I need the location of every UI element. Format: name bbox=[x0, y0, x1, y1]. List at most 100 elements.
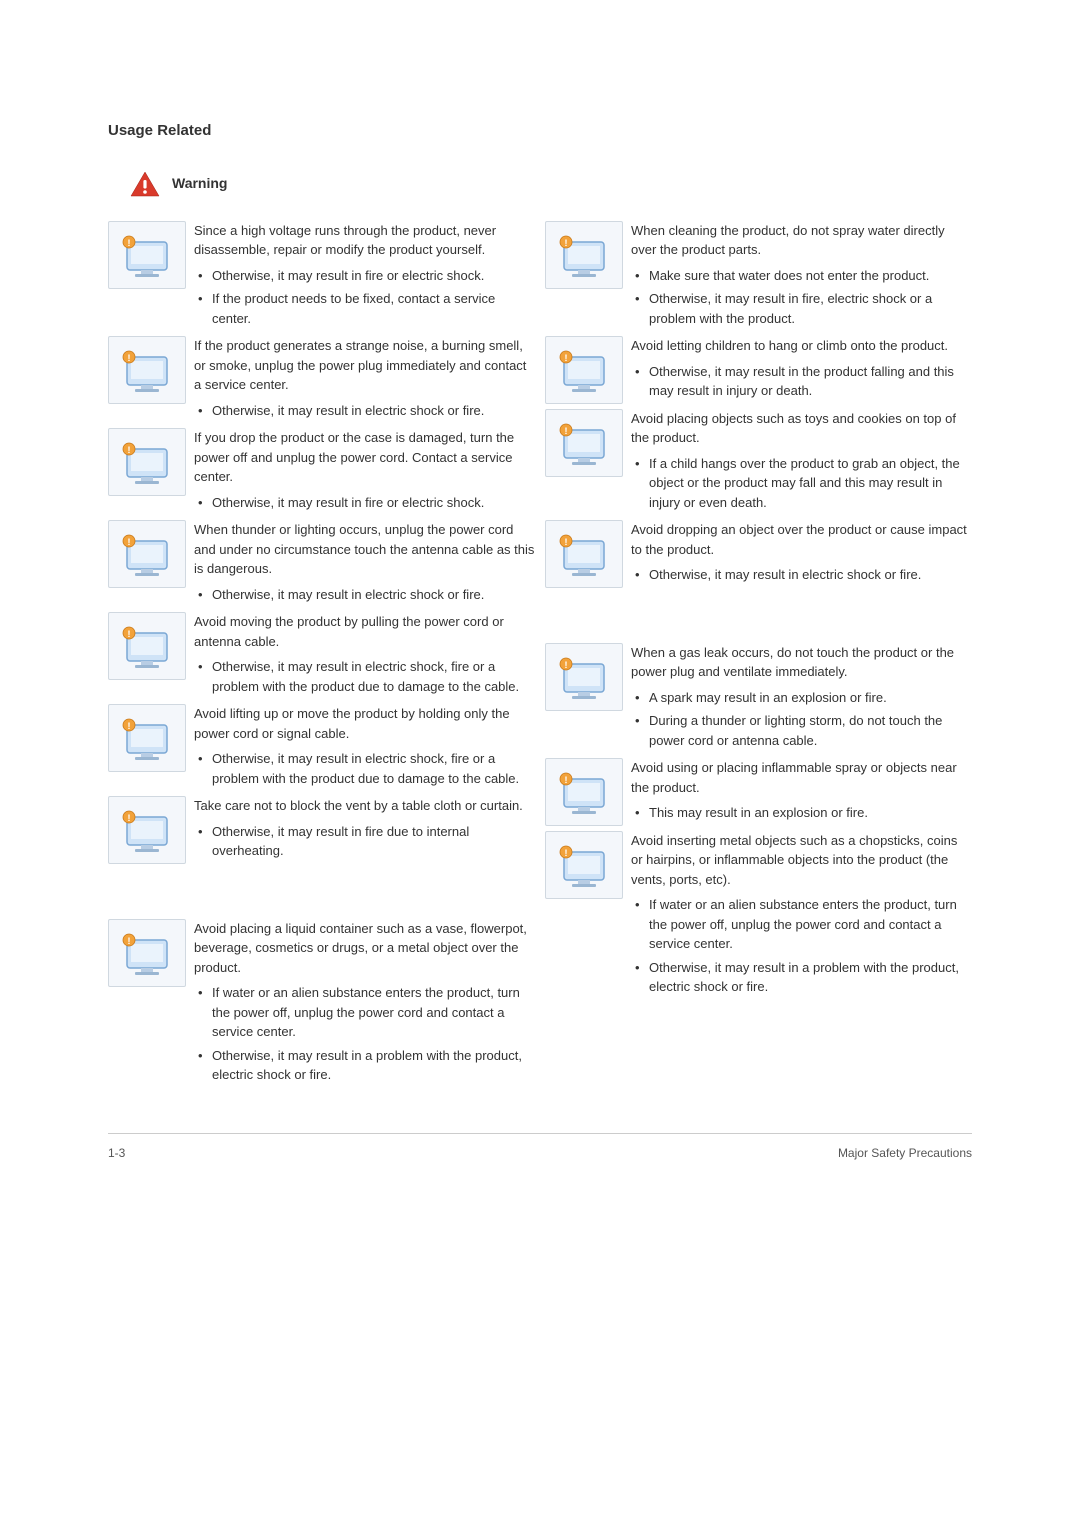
precaution-item: !Since a high voltage runs through the p… bbox=[108, 221, 535, 333]
precaution-item: ! When thunder or lighting occurs, unplug… bbox=[108, 520, 535, 608]
svg-text:!: ! bbox=[565, 238, 568, 248]
precaution-bullets: If water or an alien substance enters th… bbox=[194, 983, 535, 1085]
precaution-heading: If you drop the product or the case is d… bbox=[194, 428, 535, 487]
precaution-heading: Avoid moving the product by pulling the … bbox=[194, 612, 535, 651]
precaution-heading: If the product generates a strange noise… bbox=[194, 336, 535, 395]
precaution-bullets: Otherwise, it may result in electric sho… bbox=[194, 585, 535, 605]
precaution-heading: Avoid letting children to hang or climb … bbox=[631, 336, 972, 356]
precaution-bullet: If the product needs to be fixed, contac… bbox=[212, 289, 535, 328]
precaution-heading: Avoid placing objects such as toys and c… bbox=[631, 409, 972, 448]
warning-header: Warning bbox=[130, 171, 972, 197]
left-column: ! Since a high voltage runs through the p… bbox=[108, 221, 535, 1093]
precaution-content: Avoid placing objects such as toys and c… bbox=[631, 409, 972, 517]
precaution-illustration-icon: ! bbox=[108, 520, 186, 588]
page-footer: 1-3 Major Safety Precautions bbox=[108, 1133, 972, 1162]
precaution-bullet: If water or an alien substance enters th… bbox=[212, 983, 535, 1042]
precaution-item: ! Avoid letting children to hang or climb… bbox=[545, 336, 972, 405]
svg-text:!: ! bbox=[565, 848, 568, 858]
svg-text:!: ! bbox=[565, 537, 568, 547]
precaution-bullet: During a thunder or lighting storm, do n… bbox=[649, 711, 972, 750]
precaution-bullet: Otherwise, it may result in fire or elec… bbox=[212, 266, 535, 286]
svg-text:!: ! bbox=[128, 936, 131, 946]
precaution-content: When thunder or lighting occurs, unplug … bbox=[194, 520, 535, 608]
precaution-bullet: Otherwise, it may result in electric sho… bbox=[212, 401, 535, 421]
precaution-bullets: This may result in an explosion or fire. bbox=[631, 803, 972, 823]
svg-text:!: ! bbox=[128, 629, 131, 639]
svg-text:!: ! bbox=[565, 353, 568, 363]
precaution-bullets: Otherwise, it may result in electric sho… bbox=[194, 749, 535, 788]
precaution-bullets: A spark may result in an explosion or fi… bbox=[631, 688, 972, 751]
precaution-illustration-icon: ! bbox=[545, 643, 623, 711]
precaution-content: If the product generates a strange noise… bbox=[194, 336, 535, 424]
precaution-content: Avoid using or placing inflammable spray… bbox=[631, 758, 972, 827]
precaution-illustration-icon: ! bbox=[108, 919, 186, 987]
section-title: Usage Related bbox=[108, 120, 972, 143]
precaution-illustration-icon: ! bbox=[108, 704, 186, 772]
precaution-item: ! Avoid inserting metal objects such as a… bbox=[545, 831, 972, 1001]
precaution-item: ! Take care not to block the vent by a ta… bbox=[108, 796, 535, 865]
precaution-bullet: Otherwise, it may result in electric sho… bbox=[649, 565, 972, 585]
precaution-content: Avoid placing a liquid container such as… bbox=[194, 919, 535, 1089]
svg-text:!: ! bbox=[128, 537, 131, 547]
precaution-bullets: Otherwise, it may result in fire or elec… bbox=[194, 266, 535, 329]
precaution-bullet: This may result in an explosion or fire. bbox=[649, 803, 972, 823]
precaution-illustration-icon: ! bbox=[545, 336, 623, 404]
precaution-bullet: Otherwise, it may result in fire or elec… bbox=[212, 493, 535, 513]
precaution-item: ! Avoid placing objects such as toys and … bbox=[545, 409, 972, 517]
precaution-illustration-icon: ! bbox=[108, 612, 186, 680]
precaution-item: ! Avoid lifting up or move the product by… bbox=[108, 704, 535, 792]
precaution-content: If you drop the product or the case is d… bbox=[194, 428, 535, 516]
precaution-bullets: Make sure that water does not enter the … bbox=[631, 266, 972, 329]
precaution-heading: Avoid lifting up or move the product by … bbox=[194, 704, 535, 743]
precaution-illustration-icon: ! bbox=[545, 520, 623, 588]
precaution-content: Since a high voltage runs through the pr… bbox=[194, 221, 535, 333]
precaution-item: ! When a gas leak occurs, do not touch th… bbox=[545, 643, 972, 755]
svg-text:!: ! bbox=[128, 721, 131, 731]
precaution-heading: When cleaning the product, do not spray … bbox=[631, 221, 972, 260]
right-column: ! When cleaning the product, do not spray… bbox=[545, 221, 972, 1093]
precaution-bullets: Otherwise, it may result in fire or elec… bbox=[194, 493, 535, 513]
precaution-item: ! When cleaning the product, do not spray… bbox=[545, 221, 972, 333]
precaution-bullet: Otherwise, it may result in electric sho… bbox=[212, 749, 535, 788]
precaution-illustration-icon: ! bbox=[545, 758, 623, 826]
svg-text:!: ! bbox=[128, 813, 131, 823]
precaution-illustration-icon: ! bbox=[108, 428, 186, 496]
svg-text:!: ! bbox=[565, 426, 568, 436]
precaution-content: Avoid dropping an object over the produc… bbox=[631, 520, 972, 589]
precaution-content: When cleaning the product, do not spray … bbox=[631, 221, 972, 333]
precaution-item: ! If you drop the product or the case is … bbox=[108, 428, 535, 516]
precaution-heading: When a gas leak occurs, do not touch the… bbox=[631, 643, 972, 682]
precaution-bullets: If water or an alien substance enters th… bbox=[631, 895, 972, 997]
precaution-bullets: Otherwise, it may result in the product … bbox=[631, 362, 972, 401]
precaution-bullets: Otherwise, it may result in fire due to … bbox=[194, 822, 535, 861]
precaution-content: When a gas leak occurs, do not touch the… bbox=[631, 643, 972, 755]
precaution-heading: Avoid inserting metal objects such as a … bbox=[631, 831, 972, 890]
precaution-bullet: If water or an alien substance enters th… bbox=[649, 895, 972, 954]
precaution-illustration-icon: ! bbox=[545, 831, 623, 899]
svg-text:!: ! bbox=[565, 775, 568, 785]
precaution-bullet: Otherwise, it may result in electric sho… bbox=[212, 657, 535, 696]
precaution-bullets: Otherwise, it may result in electric sho… bbox=[194, 401, 535, 421]
precaution-bullet: Otherwise, it may result in a problem wi… bbox=[212, 1046, 535, 1085]
precaution-content: Avoid moving the product by pulling the … bbox=[194, 612, 535, 700]
precaution-bullet: Otherwise, it may result in fire, electr… bbox=[649, 289, 972, 328]
warning-label: Warning bbox=[172, 173, 227, 194]
svg-text:!: ! bbox=[128, 445, 131, 455]
precaution-bullet: If a child hangs over the product to gra… bbox=[649, 454, 972, 513]
svg-text:!: ! bbox=[565, 660, 568, 670]
warning-triangle-icon bbox=[130, 171, 160, 197]
precaution-illustration-icon: ! bbox=[545, 221, 623, 289]
precaution-item: ! Avoid using or placing inflammable spra… bbox=[545, 758, 972, 827]
precaution-heading: Take care not to block the vent by a tab… bbox=[194, 796, 535, 816]
precaution-content: Avoid inserting metal objects such as a … bbox=[631, 831, 972, 1001]
footer-section-label: Major Safety Precautions bbox=[838, 1144, 972, 1162]
precaution-content: Avoid lifting up or move the product by … bbox=[194, 704, 535, 792]
precaution-bullets: Otherwise, it may result in electric sho… bbox=[631, 565, 972, 585]
precaution-item: ! Avoid moving the product by pulling the… bbox=[108, 612, 535, 700]
precaution-heading: When thunder or lighting occurs, unplug … bbox=[194, 520, 535, 579]
precaution-heading: Since a high voltage runs through the pr… bbox=[194, 221, 535, 260]
precaution-heading: Avoid using or placing inflammable spray… bbox=[631, 758, 972, 797]
precaution-content: Take care not to block the vent by a tab… bbox=[194, 796, 535, 865]
precaution-content: Avoid letting children to hang or climb … bbox=[631, 336, 972, 405]
precaution-bullet: Otherwise, it may result in fire due to … bbox=[212, 822, 535, 861]
